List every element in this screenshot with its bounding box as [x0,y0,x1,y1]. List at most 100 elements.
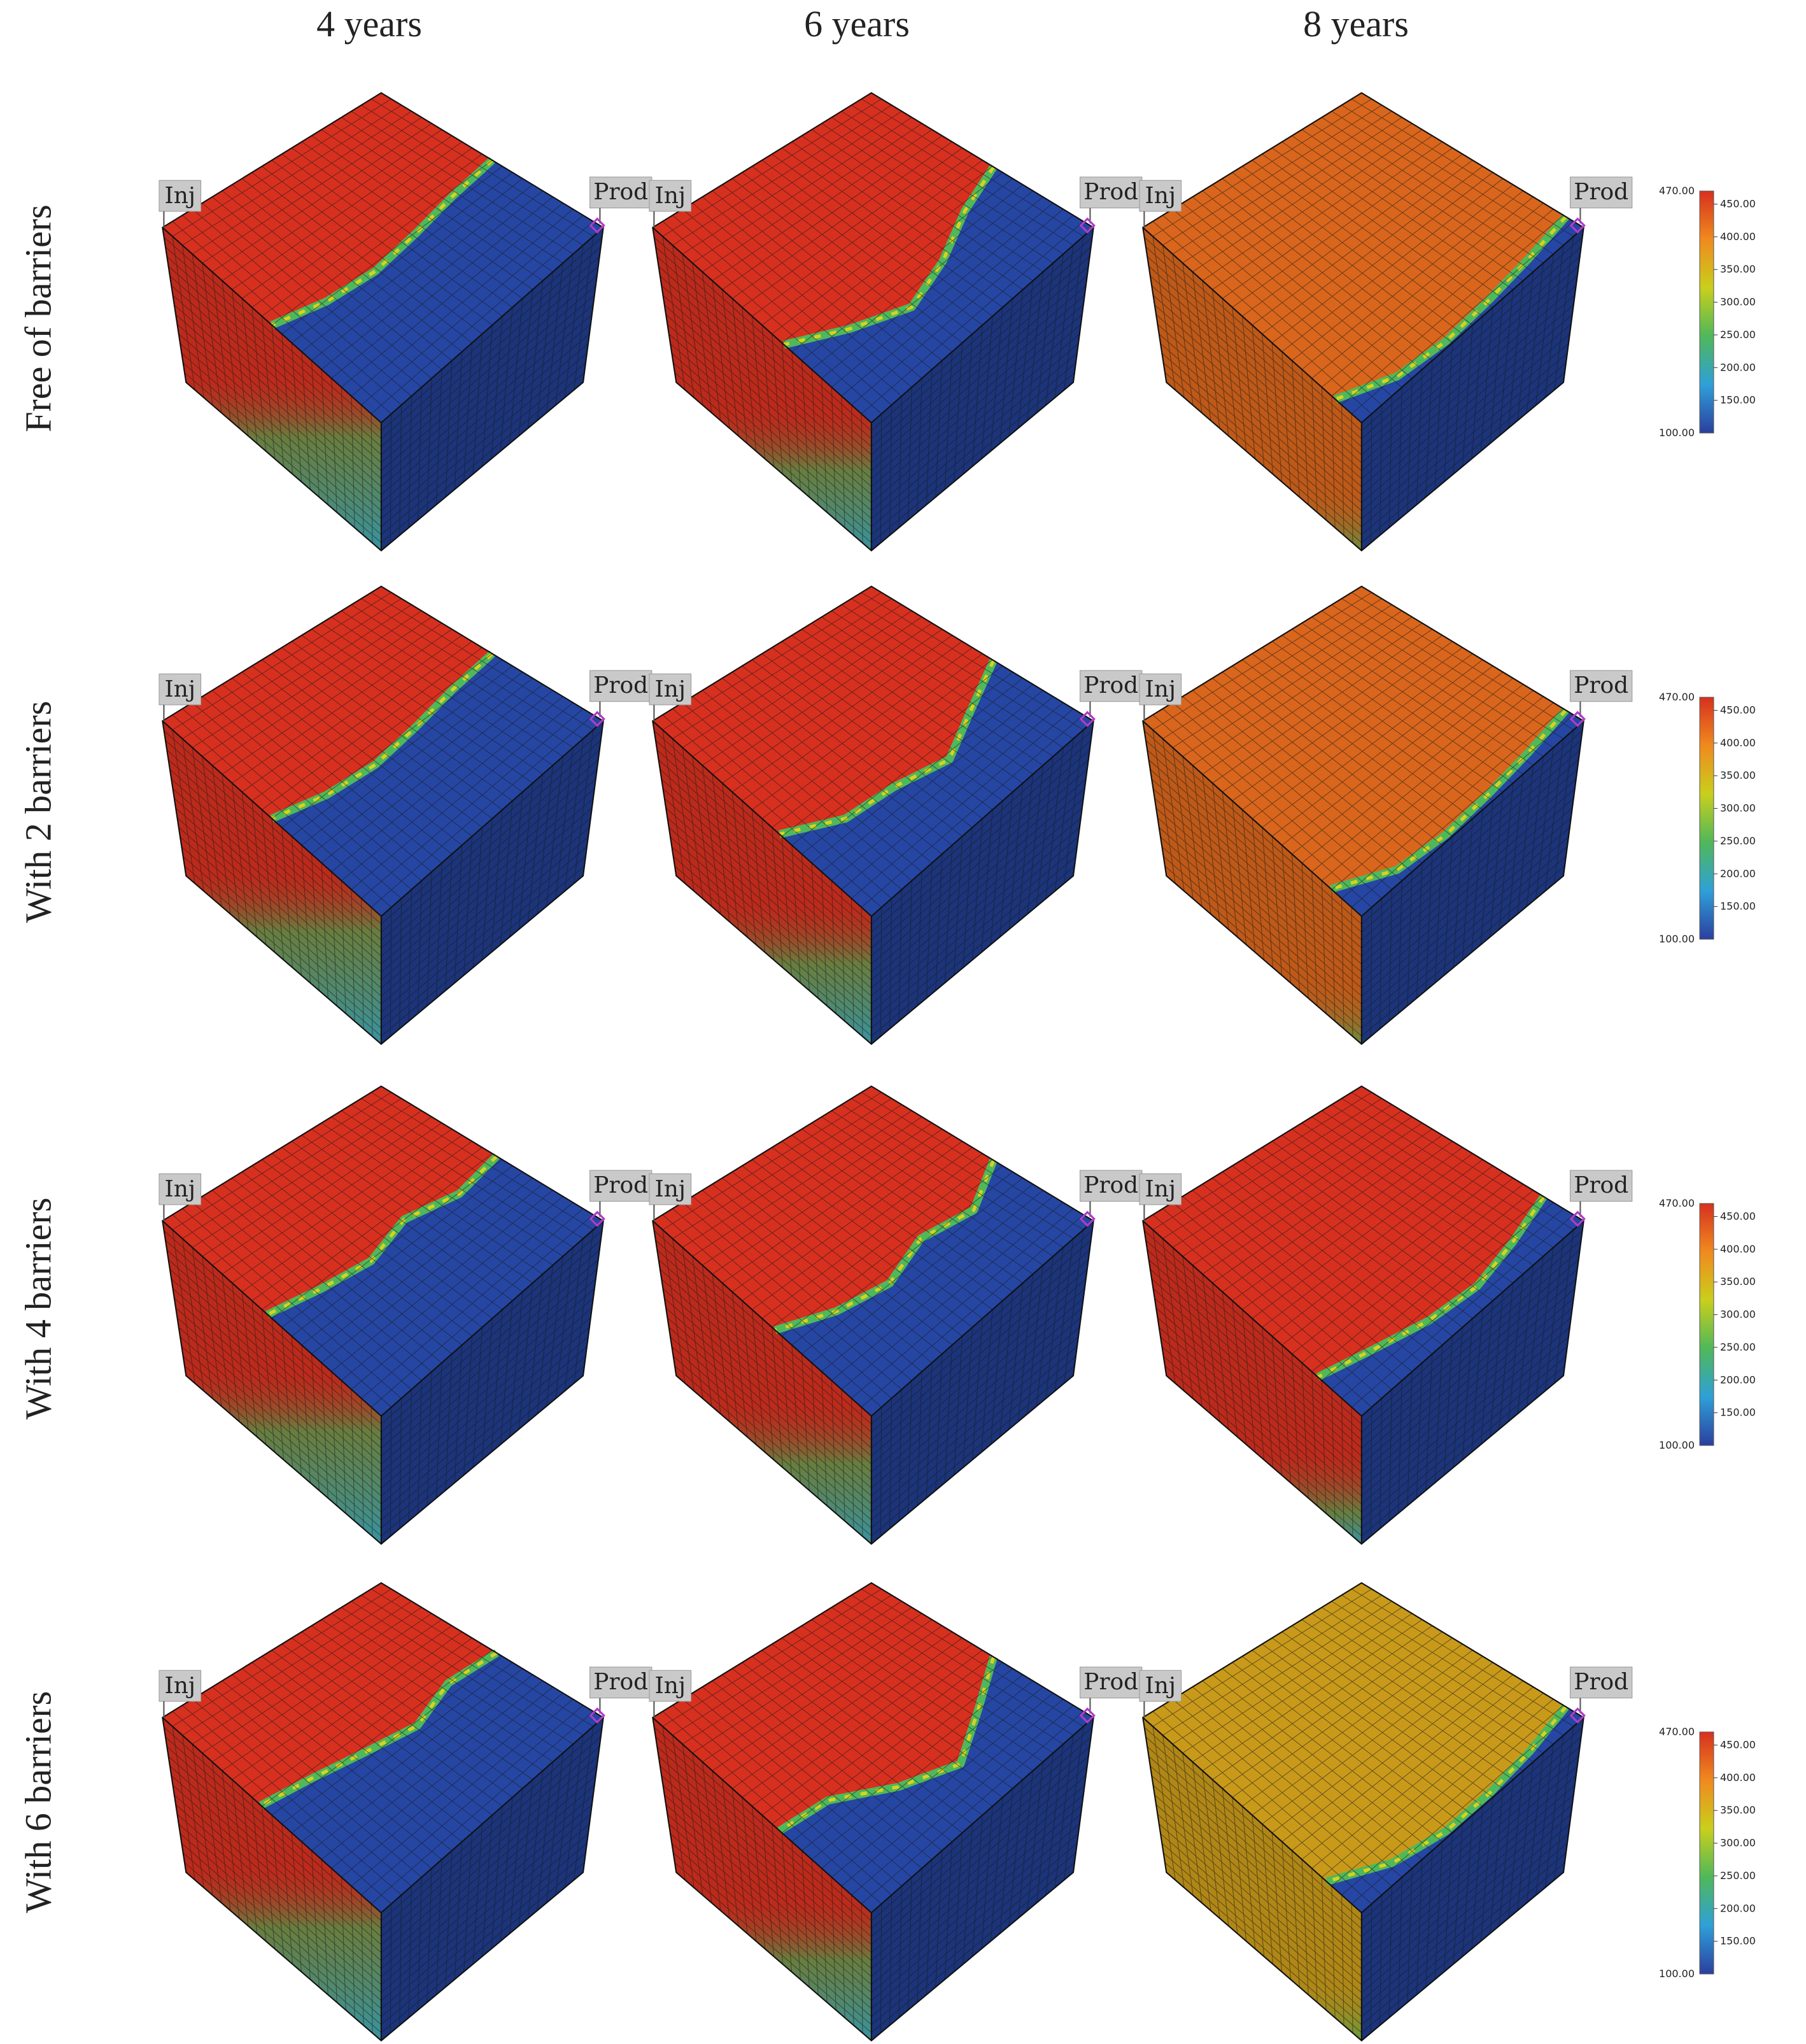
thermal-front-highlight [1334,215,1567,401]
colorbar-row-1: 470.00 100.00 450.00 400.00 350.00 300.00 250.… [1655,178,1756,446]
grid-lines [654,99,1093,543]
right-face [871,721,1094,1044]
reservoir-cube-svg: Inj Prod [1139,92,1633,552]
producer-label: Prod [593,1172,648,1198]
producer-label: Prod [593,179,648,205]
colorbar-gradient [1699,1203,1714,1446]
tag-box [589,176,653,209]
colorbar-gradient [1699,697,1714,940]
injector-label: Inj [655,1176,686,1202]
reservoir-cube-panel: Inj Prod [159,1076,653,1547]
cube-faces [162,92,603,551]
right-face-shade [1361,1717,1584,2041]
producer-well-marker [1569,217,1586,234]
colorbar-tick-label: 450.00 [1720,198,1756,210]
reservoir-cube-svg: Inj Prod [649,1582,1143,2042]
injector-label: Inj [655,183,686,209]
grid-lines [654,592,1093,1037]
injector-well-label: Inj [649,1173,692,1221]
colorbar-max-label: 470.00 [1659,1726,1695,1738]
cube-edge [1142,227,1584,424]
colorbar-tick-label: 250.00 [1720,835,1756,847]
producer-well-marker [1079,1210,1096,1227]
producer-well-marker [1079,1707,1096,1724]
injector-well-label: Inj [1139,1173,1182,1221]
colorbar-row-4: 470.00 100.00 450.00 400.00 350.00 300.00 250.… [1655,1719,1756,1987]
thermal-front-highlight [779,1656,996,1833]
reservoir-cube-panel: Inj Prod [159,1573,653,2044]
reservoir-cube-svg: Inj Prod [1139,1085,1633,1545]
injector-label: Inj [1145,1176,1176,1202]
tag-box [1139,1173,1182,1205]
colorbar-row-3: 470.00 100.00 450.00 400.00 350.00 300.00 250.… [1655,1191,1756,1458]
colorbar-max-label: 470.00 [1659,691,1695,703]
injector-label: Inj [165,1176,195,1202]
injector-well-label: Inj [649,180,692,228]
row-header-label: With 6 barriers [17,1691,59,1913]
reservoir-cube-panel: Inj Prod [649,1573,1143,2044]
producer-label: Prod [1083,1172,1138,1198]
injector-well-label: Inj [649,673,692,721]
colorbar-tick-label: 250.00 [1720,329,1756,341]
right-face [871,1717,1094,2041]
hot-zone [162,92,493,325]
right-face [1361,1221,1584,1544]
hot-zone [162,1582,497,1806]
producer-label: Prod [593,672,648,699]
right-face [381,721,603,1044]
reservoir-cube-panel: Inj Prod [649,576,1143,1047]
injector-label: Inj [165,676,195,702]
grid-lines [164,99,603,543]
reservoir-cube-panel: Inj Prod [649,1076,1143,1547]
colorbar-tick-label: 300.00 [1720,1837,1756,1849]
producer-well-marker [589,1210,605,1227]
producer-well-marker [589,1707,605,1724]
right-face [871,1221,1094,1544]
injector-label: Inj [655,676,686,702]
producer-well-marker [589,217,605,234]
column-header-8-years: 8 years [1303,3,1409,45]
colorbar-min-label: 100.00 [1659,1439,1695,1451]
colorbar-max-label: 470.00 [1659,1197,1695,1209]
reservoir-cube-panel: Inj Prod [159,576,653,1047]
colorbar-tick-label: 150.00 [1720,1935,1756,1947]
thermal-front-highlight [1330,709,1567,891]
colorbar-row-2: 470.00 100.00 450.00 400.00 350.00 300.00 250.… [1655,685,1756,952]
colorbar-tick-label: 400.00 [1720,1771,1756,1784]
producer-label: Prod [1083,1669,1138,1695]
producer-well-label: Prod [589,1666,653,1724]
tag-box [1139,180,1182,212]
colorbar-tick-label: 150.00 [1720,394,1756,406]
right-face-shade [381,227,603,551]
grid-lines [1144,1589,1583,2033]
producer-label: Prod [1083,179,1138,205]
colorbar-tick-label: 450.00 [1720,1739,1756,1751]
colorbar-gradient [1699,1731,1714,1975]
injector-well-label: Inj [159,180,202,228]
tag-box [649,180,692,212]
reservoir-cube-svg: Inj Prod [159,585,653,1046]
reservoir-cube-panel: Inj Prod [1139,1076,1633,1547]
right-face-shade [1361,227,1584,551]
colorbar-min-label: 100.00 [1659,933,1695,945]
tag-box [649,1670,692,1702]
right-face-shade [1361,1221,1584,1544]
reservoir-cube-svg: Inj Prod [649,585,1143,1046]
colorbar-tick-label: 200.00 [1720,867,1756,879]
producer-well-label: Prod [1079,1666,1143,1724]
colorbar-gradient [1699,190,1714,434]
right-face-shade [381,1717,603,2041]
grid-lines [1144,592,1583,1037]
injector-label: Inj [1145,676,1176,702]
colorbar-tick-label: 450.00 [1720,704,1756,716]
colorbar-max-label: 470.00 [1659,185,1695,197]
tag-box [1570,1170,1633,1202]
producer-label: Prod [1574,1172,1628,1198]
tag-box [589,1170,653,1202]
colorbar-min-label: 100.00 [1659,427,1695,439]
tag-box [159,1670,202,1702]
right-face [1361,227,1584,551]
producer-label: Prod [1083,672,1138,699]
colorbar-min-label: 100.00 [1659,1968,1695,1980]
colorbar-tick-label: 400.00 [1720,1243,1756,1255]
